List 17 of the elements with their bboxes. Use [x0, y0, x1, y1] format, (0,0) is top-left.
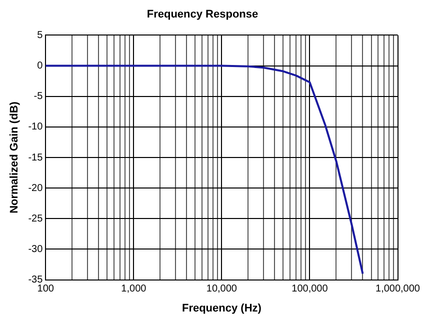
- y-tick-label: 0: [37, 60, 44, 72]
- y-tick-label: -10: [28, 122, 44, 133]
- x-tick-label: 10,000: [206, 284, 238, 295]
- x-tick-label: 1,000,000: [376, 284, 420, 295]
- y-tick-label: -35: [28, 274, 44, 286]
- y-tick-label: -20: [28, 182, 44, 194]
- y-tick-label: -25: [28, 213, 44, 224]
- x-axis-title: Frequency (Hz): [182, 302, 262, 314]
- y-tick-label: -30: [28, 244, 44, 255]
- y-axis-title: Normalized Gain (dB): [8, 101, 21, 214]
- chart-title: Frequency Response: [146, 8, 258, 21]
- y-tick-label: -15: [28, 152, 44, 164]
- x-tick-label: 100: [37, 284, 54, 295]
- x-tick-label: 100,000: [292, 284, 328, 295]
- y-tick-label: -5: [34, 91, 44, 102]
- y-tick-label: 5: [37, 30, 44, 41]
- x-tick-label: 1,000: [121, 284, 147, 295]
